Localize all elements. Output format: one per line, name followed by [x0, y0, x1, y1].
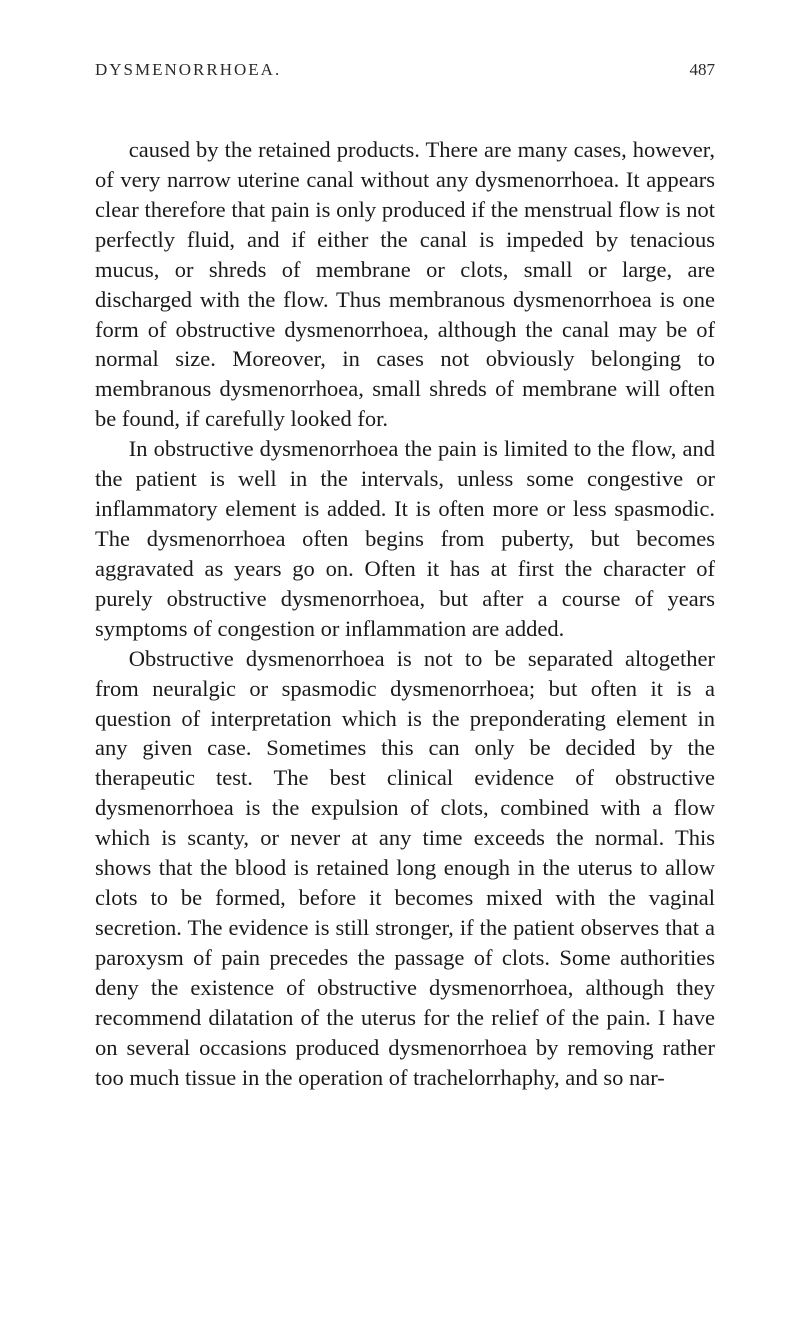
- page-header: DYSMENORRHOEA. 487: [95, 60, 715, 80]
- paragraph-1: caused by the retained products. There a…: [95, 135, 715, 434]
- body-text: caused by the retained products. There a…: [95, 135, 715, 1093]
- page-number: 487: [690, 60, 716, 80]
- header-title: DYSMENORRHOEA.: [95, 60, 281, 80]
- paragraph-3: Obstructive dysmenorrhoea is not to be s…: [95, 644, 715, 1093]
- paragraph-2: In obstructive dysmenorrhoea the pain is…: [95, 434, 715, 643]
